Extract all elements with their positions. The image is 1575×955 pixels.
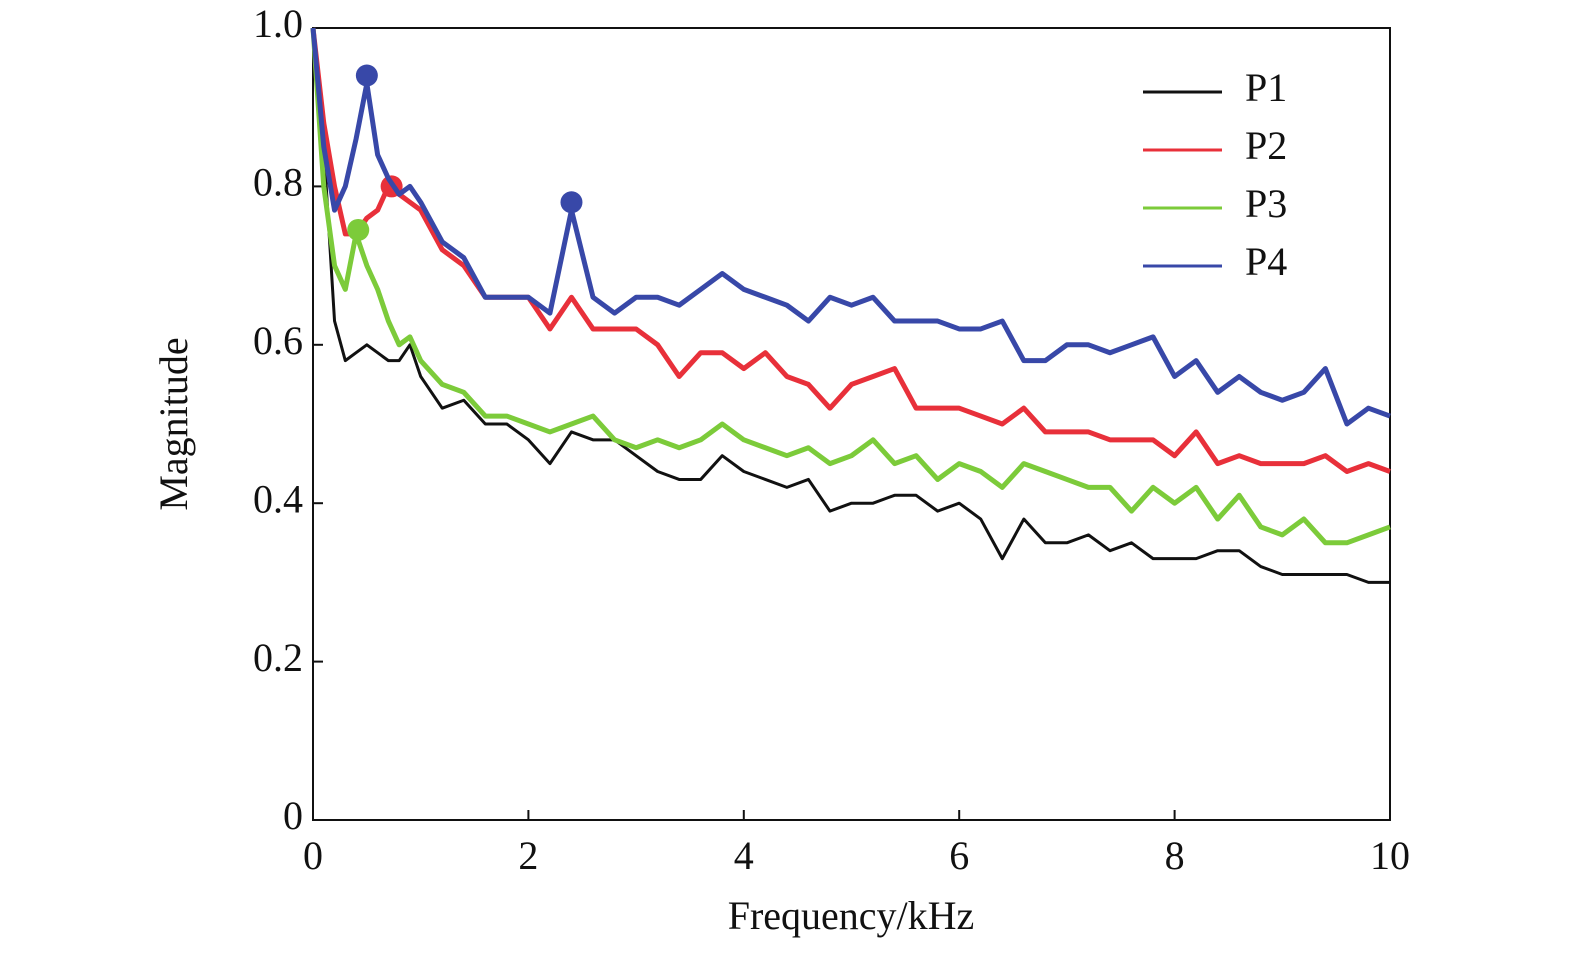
x-tick-label: 10 [1370, 833, 1410, 878]
legend-label: P2 [1245, 123, 1287, 168]
y-tick-label: 1.0 [253, 1, 303, 46]
peak-marker [560, 191, 583, 214]
x-tick-label: 0 [303, 833, 323, 878]
plot-frame [312, 27, 1391, 821]
peak-marker [355, 64, 378, 87]
x-tick-label: 2 [518, 833, 538, 878]
legend-label: P3 [1245, 181, 1287, 226]
y-tick-label: 0 [283, 793, 303, 838]
peak-marker [347, 218, 370, 241]
y-tick-label: 0.2 [253, 635, 303, 680]
y-tick-label: 0.6 [253, 318, 303, 363]
y-tick-label: 0.4 [253, 476, 303, 521]
series-line [311, 27, 1390, 584]
series-line [310, 27, 1391, 546]
legend-label: P1 [1245, 65, 1287, 110]
y-axis-label: Magnitude [151, 337, 196, 510]
series-line [310, 27, 1391, 475]
legend-label: P4 [1245, 239, 1287, 284]
x-tick-label: 4 [734, 833, 754, 878]
x-axis-label: Frequency/kHz [728, 893, 975, 938]
x-tick-label: 6 [949, 833, 969, 878]
series-line [310, 27, 1391, 427]
x-tick-label: 8 [1165, 833, 1185, 878]
y-tick-label: 0.8 [253, 160, 303, 205]
